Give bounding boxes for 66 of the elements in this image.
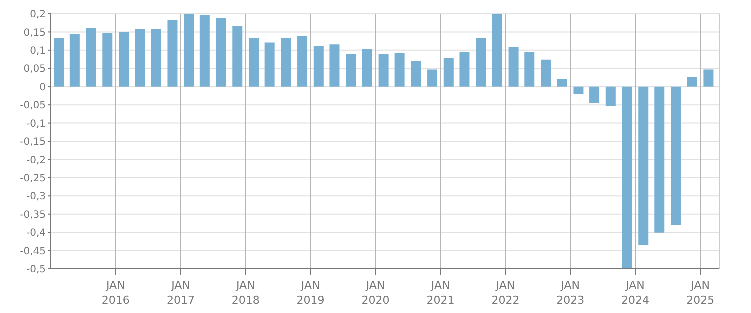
bar [574, 86, 584, 95]
bar [314, 46, 324, 87]
bar [248, 38, 259, 87]
bar [118, 32, 129, 87]
x-tick-label: JAN 2023 [556, 279, 585, 307]
bar [524, 52, 535, 87]
bar [460, 52, 470, 87]
bar [670, 86, 681, 226]
bar [200, 15, 210, 87]
bar [654, 86, 665, 233]
bar [102, 32, 113, 87]
bar [184, 14, 194, 87]
y-tick-label: -0,05 [20, 100, 46, 112]
bar [704, 70, 714, 87]
y-tick-label: -0,15 [20, 137, 46, 148]
y-tick-label: -0,4 [26, 228, 46, 240]
y-tick-label: 0,15 [24, 28, 46, 39]
bar [151, 29, 162, 87]
y-tick-label: 0,1 [30, 46, 46, 57]
y-tick-label: 0,05 [24, 64, 46, 76]
bar [394, 53, 405, 87]
bar [590, 86, 600, 104]
bar [298, 36, 308, 87]
bar [428, 70, 438, 87]
bar [622, 86, 632, 269]
bar [378, 54, 389, 87]
bar [54, 38, 64, 87]
x-tick-label: JAN 2020 [362, 279, 390, 307]
bar [232, 26, 243, 87]
y-tick-label: -0,45 [20, 246, 46, 258]
bar [557, 79, 568, 87]
x-tick-label: JAN 2016 [102, 279, 130, 307]
bar [411, 60, 422, 87]
bar [168, 20, 178, 87]
bar [135, 29, 145, 87]
y-tick-label: -0,25 [20, 173, 46, 184]
bar [86, 28, 96, 87]
x-tick-label: JAN 2018 [232, 279, 260, 307]
bar [264, 42, 275, 87]
bar [687, 77, 698, 87]
bar [540, 60, 551, 87]
bar [281, 38, 292, 87]
bar [216, 18, 226, 87]
x-tick-label: JAN 2017 [166, 279, 195, 307]
x-tick-label: JAN 2021 [426, 279, 455, 307]
y-tick-label: 0,2 [30, 10, 46, 21]
x-tick-label: JAN 2025 [686, 279, 715, 307]
y-tick-label: -0,5 [26, 264, 46, 276]
bar [508, 48, 519, 87]
bar [70, 34, 80, 87]
y-tick-label: -0,2 [26, 155, 46, 166]
bar [444, 58, 454, 87]
y-tick-label: 0 [40, 82, 46, 94]
bar [476, 38, 486, 87]
y-tick-label: -0,1 [26, 118, 46, 130]
y-tick-label: -0,3 [26, 192, 46, 203]
bar [606, 86, 616, 106]
x-tick-label: JAN 2024 [622, 279, 650, 307]
y-tick-label: -0,35 [20, 210, 46, 221]
bar [638, 86, 649, 245]
bar [362, 49, 372, 87]
bar [492, 14, 502, 87]
x-tick-label: JAN 2022 [492, 279, 520, 307]
bar [346, 54, 356, 87]
x-tick-label: JAN 2019 [296, 279, 325, 307]
bar [330, 44, 340, 87]
